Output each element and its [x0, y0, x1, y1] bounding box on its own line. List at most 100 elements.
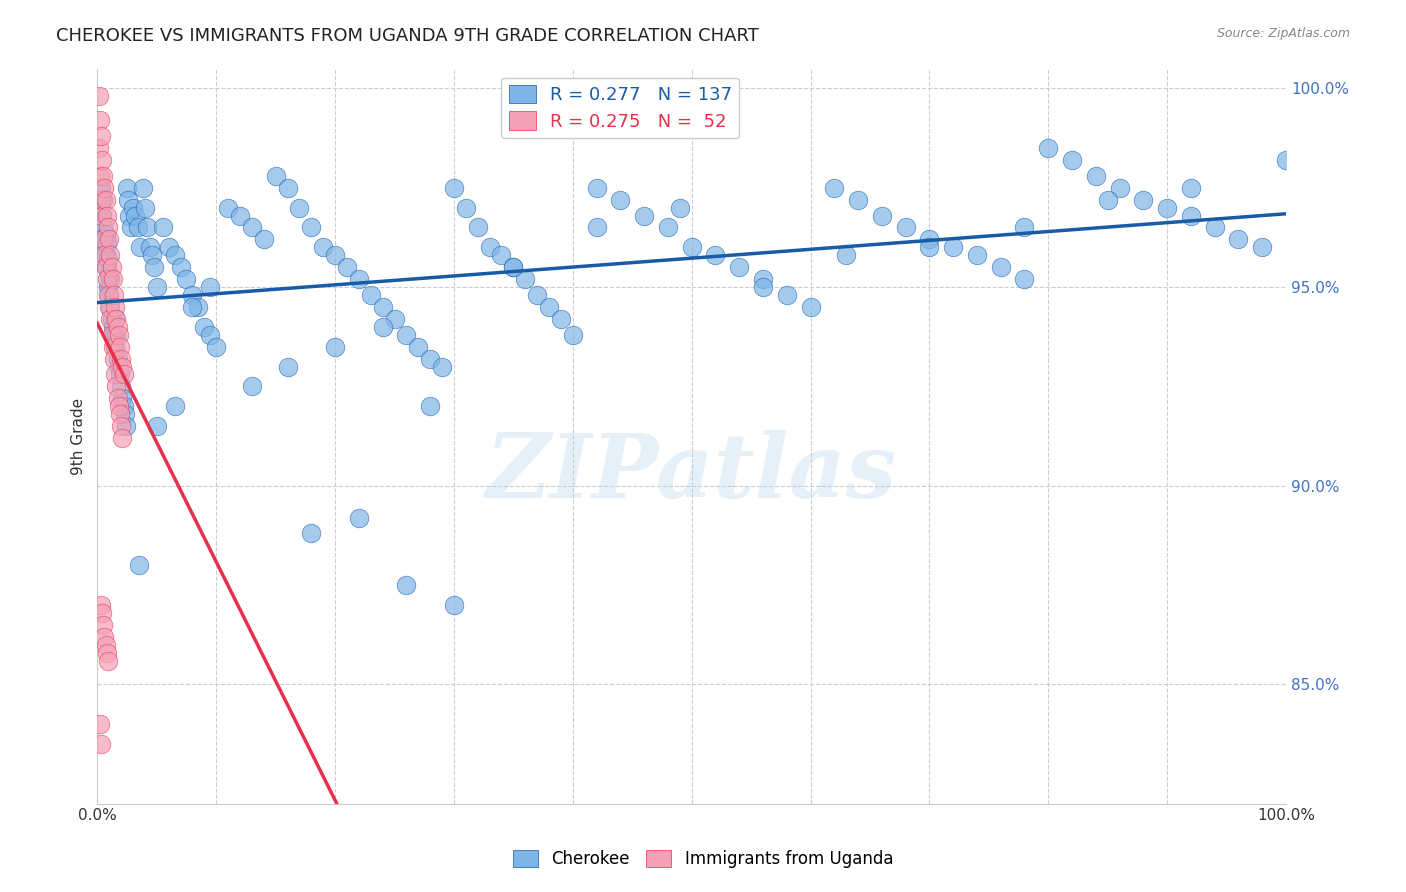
Point [120, 220, 142, 235]
Point [136, 220, 159, 235]
Point [107, 319, 129, 334]
Point [89, 169, 111, 183]
Point [96, 272, 118, 286]
Point [94, 638, 117, 652]
Point [1180, 180, 1202, 194]
Point [97, 252, 120, 267]
Point [127, 220, 149, 235]
Point [90, 737, 112, 751]
Point [1014, 220, 1036, 235]
Point [91, 193, 114, 207]
Point [100, 327, 122, 342]
Point [100, 272, 122, 286]
Point [90, 180, 112, 194]
Point [96, 646, 118, 660]
Point [157, 240, 180, 254]
Point [502, 260, 524, 275]
Point [502, 260, 524, 275]
Point [1156, 201, 1178, 215]
Point [90, 193, 112, 207]
Point [163, 248, 186, 262]
Y-axis label: 9th Grade: 9th Grade [72, 398, 86, 475]
Point [108, 340, 131, 354]
Point [97, 288, 120, 302]
Point [526, 288, 548, 302]
Point [336, 260, 359, 275]
Point [799, 300, 821, 314]
Point [668, 201, 690, 215]
Point [152, 220, 174, 235]
Point [104, 311, 127, 326]
Point [110, 419, 132, 434]
Point [91, 606, 114, 620]
Point [1108, 180, 1130, 194]
Point [454, 201, 477, 215]
Point [277, 359, 299, 374]
Point [107, 392, 129, 406]
Point [384, 311, 406, 326]
Point [141, 248, 163, 262]
Point [89, 113, 111, 128]
Point [193, 319, 215, 334]
Point [100, 300, 122, 314]
Point [1097, 193, 1119, 207]
Point [112, 399, 135, 413]
Point [91, 209, 114, 223]
Point [537, 300, 560, 314]
Point [681, 240, 703, 254]
Point [96, 209, 118, 223]
Point [96, 236, 118, 251]
Point [94, 228, 117, 243]
Point [1204, 220, 1226, 235]
Point [105, 379, 128, 393]
Point [752, 272, 775, 286]
Point [115, 419, 138, 434]
Point [169, 260, 191, 275]
Point [104, 340, 127, 354]
Point [240, 379, 263, 393]
Point [118, 209, 141, 223]
Point [585, 220, 607, 235]
Point [110, 351, 132, 366]
Point [1014, 272, 1036, 286]
Point [146, 419, 169, 434]
Point [515, 272, 537, 286]
Legend: Cherokee, Immigrants from Uganda: Cherokee, Immigrants from Uganda [506, 843, 900, 875]
Point [894, 220, 917, 235]
Point [93, 240, 115, 254]
Point [360, 288, 382, 302]
Point [146, 280, 169, 294]
Point [229, 209, 252, 223]
Point [91, 169, 114, 183]
Point [128, 558, 150, 573]
Point [96, 260, 118, 275]
Point [323, 248, 346, 262]
Point [299, 526, 322, 541]
Point [1275, 153, 1298, 167]
Point [112, 368, 135, 382]
Point [1180, 209, 1202, 223]
Point [443, 180, 465, 194]
Point [491, 248, 513, 262]
Point [91, 153, 114, 167]
Point [100, 311, 122, 326]
Point [776, 288, 799, 302]
Point [217, 201, 239, 215]
Point [823, 180, 845, 194]
Point [97, 654, 120, 668]
Point [990, 260, 1012, 275]
Point [187, 300, 209, 314]
Point [114, 407, 136, 421]
Point [406, 340, 429, 354]
Point [98, 288, 121, 302]
Point [90, 129, 112, 144]
Point [728, 260, 751, 275]
Point [90, 598, 112, 612]
Point [240, 220, 263, 235]
Point [163, 399, 186, 413]
Point [100, 248, 122, 262]
Point [94, 193, 117, 207]
Point [103, 351, 125, 366]
Point [101, 319, 124, 334]
Point [122, 201, 145, 215]
